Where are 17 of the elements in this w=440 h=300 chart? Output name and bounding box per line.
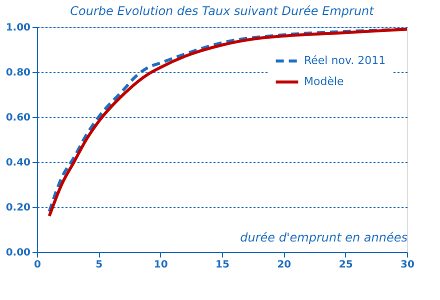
y-tick-label: 0.20	[6, 202, 31, 214]
y-tick-label: 0.40	[6, 158, 31, 168]
x-tick-label: 15	[216, 260, 230, 270]
y-tick-label: 0.60	[6, 112, 31, 124]
x-tick-label: 20	[277, 260, 292, 270]
x-tick-label: 5	[96, 260, 103, 270]
y-tick-label: 1.00	[6, 22, 31, 34]
x-tick-label: 30	[400, 260, 414, 270]
y-tick-label: 0.80	[6, 68, 31, 78]
x-tick-label: 10	[154, 260, 168, 270]
x-tick-label: 0	[34, 260, 42, 270]
chart-title: Courbe Evolution des Taux suivant Durée Emprunt	[70, 4, 376, 18]
legend-label: Modèle	[304, 75, 344, 88]
x-tick-label: 25	[338, 260, 353, 270]
x-axis-title: durée d'emprunt en années	[240, 230, 408, 244]
legend-label: Réel nov. 2011	[304, 54, 386, 67]
y-tick-label: 0.00	[6, 248, 31, 258]
